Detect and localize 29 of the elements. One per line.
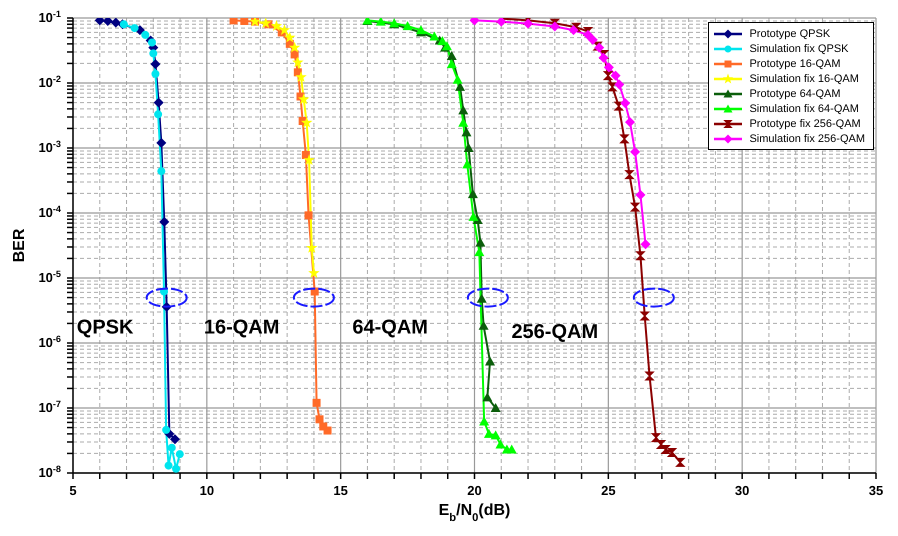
y-axis-title: BER: [11, 228, 28, 262]
legend-label: Simulation fix QPSK: [749, 42, 848, 54]
y-tick-label: 10$^{-3}$: [38, 139, 61, 155]
legend-label: Prototype 64-QAM: [749, 88, 841, 100]
x-tick-label: 5: [69, 483, 77, 498]
x-tick-label: 25: [601, 483, 616, 498]
y-tick-label: 10$^{-7}$: [38, 399, 61, 415]
annotation: 16-QAM: [204, 316, 280, 338]
x-tick-label: 30: [734, 483, 750, 498]
legend-label: Prototype 16-QAM: [749, 58, 841, 70]
x-tick-label: 20: [467, 483, 482, 498]
legend-label: Simulation fix 16-QAM: [749, 72, 859, 84]
legend-label: Prototype fix 256-QAM: [749, 118, 861, 130]
legend-label: Simulation fix 256-QAM: [749, 132, 865, 144]
x-tick-label: 15: [333, 483, 348, 498]
annotation: 64-QAM: [352, 316, 428, 338]
y-tick-label: 10$^{-4}$: [38, 204, 62, 220]
y-tick-label: 10$^{-2}$: [38, 74, 61, 90]
y-tick-label: 10$^{-6}$: [38, 334, 61, 350]
annotation: QPSK: [76, 316, 134, 338]
annotation: 256-QAM: [511, 321, 598, 344]
legend-label: Prototype QPSK: [749, 28, 830, 40]
x-axis-title: E$_{b}$/N$_{0}$(dB): [438, 502, 510, 524]
legend-label: Simulation fix 64-QAM: [749, 102, 859, 114]
x-tick-label: 35: [868, 483, 884, 498]
y-tick-label: 10$^{-5}$: [38, 269, 61, 285]
x-tick-label: 10: [200, 483, 214, 498]
y-tick-label: 10$^{-8}$: [38, 464, 61, 480]
y-tick-label: 10$^{-1}$: [38, 9, 61, 25]
